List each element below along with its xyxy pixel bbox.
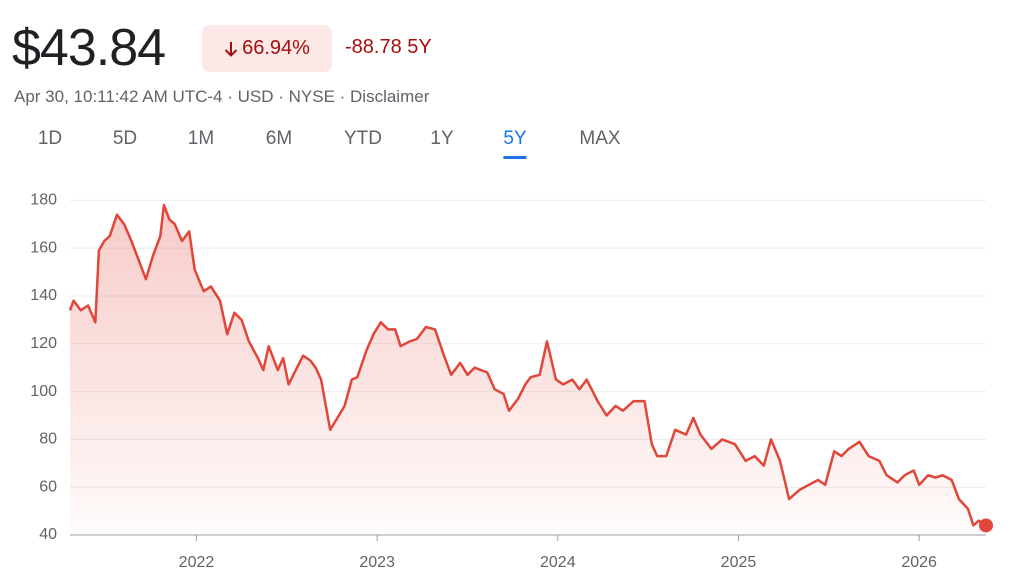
y-tick-label: 40 (39, 526, 57, 543)
change: -88.78 5Y (345, 36, 432, 58)
range-tab[interactable]: 5D (112, 128, 138, 149)
range-tab[interactable]: 1D (37, 128, 63, 149)
x-tick-label: 2024 (540, 554, 576, 571)
down-arrow (224, 41, 238, 57)
change-percent: 66.94% (242, 37, 310, 59)
y-tick-label: 180 (30, 192, 57, 209)
y-tick-label: 60 (39, 478, 57, 495)
y-tick-label: 160 (30, 239, 57, 256)
meta: Apr 30, 10:11:42 AM UTC-4 · USD · NYSE ·… (14, 87, 430, 106)
range-tab[interactable]: 1M (187, 128, 215, 149)
y-tick-label: 100 (30, 383, 57, 400)
price-line (68, 203, 987, 527)
y-tick-label: 120 (30, 335, 57, 352)
last-point (979, 518, 993, 533)
y-tick-label: 80 (39, 431, 57, 448)
price: $43.84 (12, 19, 166, 77)
range-tab[interactable]: 1Y (430, 128, 454, 149)
x-tick-label: 2022 (179, 554, 215, 571)
y-tick-label: 140 (30, 287, 57, 304)
range-tab[interactable]: MAX (579, 128, 621, 149)
range-tab[interactable]: 5Y (503, 128, 527, 159)
x-tick-label: 2026 (901, 554, 937, 571)
area (70, 205, 986, 535)
x-tick-label: 2023 (359, 554, 395, 571)
range-tab[interactable]: YTD (344, 128, 382, 149)
change-badge: 66.94% (202, 25, 332, 72)
range-tab[interactable]: 6M (265, 128, 293, 149)
x-tick-label: 2025 (721, 554, 757, 571)
